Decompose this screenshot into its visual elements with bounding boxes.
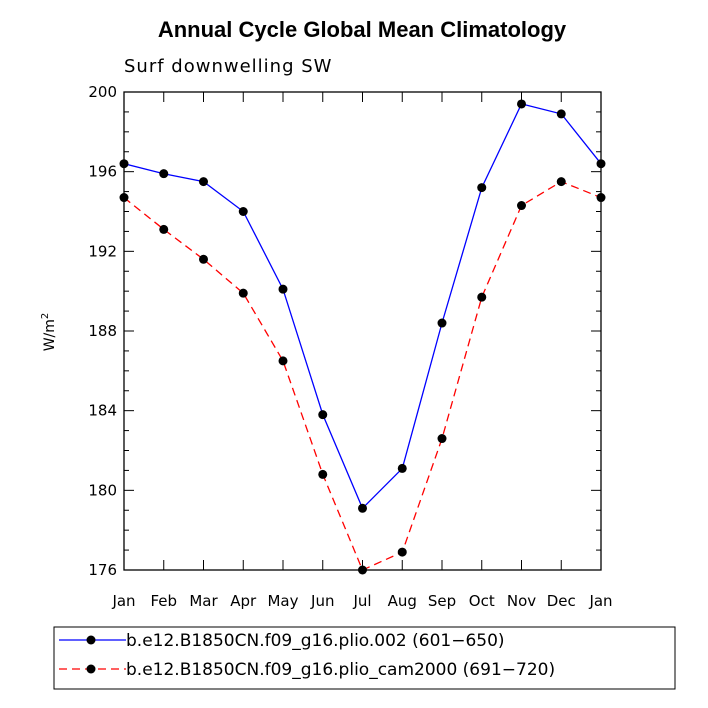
y-tick-label: 200 — [88, 83, 117, 101]
legend-label-2: b.e12.B1850CN.f09_g16.plio_cam2000 (691−… — [126, 660, 555, 680]
x-tick-label: May — [267, 592, 298, 610]
chart-subtitle: Surf downwelling SW — [124, 56, 332, 77]
data-point-series-2 — [159, 224, 169, 234]
x-tick-label: Oct — [469, 592, 495, 610]
x-tick-label: Feb — [150, 592, 177, 610]
y-axis-label: W/m2 — [40, 313, 58, 352]
x-tick-label: Aug — [388, 592, 417, 610]
data-point-series-2 — [278, 356, 288, 366]
data-point-series-2 — [477, 292, 487, 302]
y-tick-label: 180 — [88, 481, 117, 499]
legend-entry-2: b.e12.B1850CN.f09_g16.plio_cam2000 (691−… — [59, 660, 555, 680]
data-point-series-1 — [238, 207, 248, 216]
data-point-series-1 — [517, 99, 526, 109]
data-point-series-1 — [159, 169, 169, 179]
legend-box — [53, 626, 676, 690]
x-tick-label: Jan — [588, 592, 612, 610]
y-tick-label: 196 — [88, 163, 117, 181]
data-point-series-2 — [199, 254, 208, 264]
y-tick-label: 184 — [88, 402, 117, 420]
y-axis-label-text: W/m — [42, 319, 58, 351]
legend-marker-1 — [86, 635, 96, 645]
x-tick-label: Sep — [428, 592, 456, 610]
y-tick-label: 176 — [88, 561, 117, 579]
data-point-series-2 — [358, 565, 367, 575]
series-line-1 — [123, 103, 602, 510]
chart-title: Annual Cycle Global Mean Climatology — [158, 17, 567, 42]
data-point-series-2 — [596, 193, 606, 203]
data-point-series-1 — [318, 410, 328, 420]
data-point-series-2 — [437, 434, 447, 444]
legend: b.e12.B1850CN.f09_g16.plio.002 (601−650)… — [53, 626, 676, 690]
data-point-series-1 — [199, 177, 208, 187]
data-point-series-1 — [358, 503, 367, 513]
legend-entry-1: b.e12.B1850CN.f09_g16.plio.002 (601−650) — [59, 631, 505, 651]
y-tick-label: 192 — [88, 242, 117, 260]
y-tick-label: 188 — [88, 322, 117, 340]
data-point-series-2 — [556, 177, 566, 187]
x-tick-label: Nov — [507, 592, 536, 610]
data-point-series-1 — [397, 463, 407, 473]
data-point-series-2 — [397, 547, 407, 557]
data-point-series-2 — [517, 201, 526, 211]
data-point-series-2 — [318, 469, 328, 479]
data-point-series-1 — [477, 183, 487, 193]
x-tick-label: Jun — [310, 592, 334, 610]
data-point-series-1 — [278, 284, 288, 294]
data-point-series-1 — [437, 318, 447, 328]
x-tick-label: Dec — [547, 592, 576, 610]
data-point-series-1 — [596, 159, 606, 169]
x-tick-label: Apr — [230, 592, 257, 610]
x-tick-label: Jan — [111, 592, 135, 610]
data-point-series-1 — [556, 109, 566, 119]
data-point-series-2 — [119, 193, 129, 203]
x-tick-label: Mar — [189, 592, 218, 610]
plot-area: 176 180 184 188 192 196 200 Jan Feb Mar Apr May Jun J… — [88, 83, 612, 610]
y-axis-label-superscript: 2 — [40, 313, 51, 319]
plot-frame — [123, 91, 602, 571]
legend-marker-2 — [86, 664, 96, 674]
x-tick-label: Jul — [352, 592, 371, 610]
legend-label-1: b.e12.B1850CN.f09_g16.plio.002 (601−650) — [126, 631, 505, 651]
data-point-series-1 — [119, 159, 129, 169]
data-point-series-2 — [238, 288, 248, 298]
